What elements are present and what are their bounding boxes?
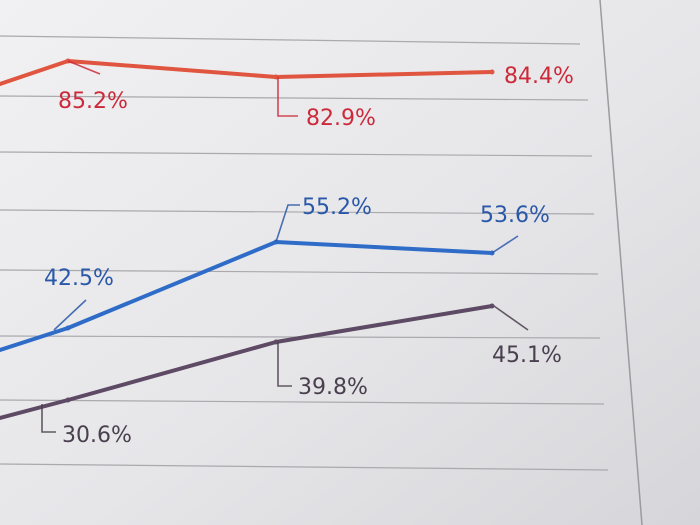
series-2-data-label-2: 55.2% — [302, 195, 372, 220]
series-1-data-label-2: 82.9% — [306, 106, 376, 131]
series-1-line — [0, 59, 494, 86]
gridline-4 — [0, 209, 595, 215]
series-1-leader-1 — [67, 60, 101, 75]
series-1-point-3 — [489, 69, 495, 75]
series-3-point-1 — [65, 397, 71, 403]
gridline-7 — [0, 399, 605, 405]
series-3-data-label-3: 45.1% — [492, 343, 562, 368]
gridline-5 — [0, 269, 599, 275]
gridline-3 — [0, 151, 593, 157]
gridline-8 — [0, 463, 609, 471]
series-1-leader-2 — [277, 77, 298, 117]
series-3-line — [0, 304, 494, 420]
series-2-point-1 — [65, 325, 71, 331]
series-1-data-label-3: 84.4% — [504, 64, 574, 89]
series-2-leader-3 — [491, 235, 519, 254]
series-2-data-label-1: 42.5% — [44, 266, 114, 291]
gridline-2 — [0, 95, 589, 101]
series-2-leader-1 — [53, 299, 87, 331]
gridline-1 — [0, 35, 581, 45]
series-2-line — [0, 240, 494, 352]
series-3-data-label-1: 30.6% — [62, 423, 132, 448]
series-3-data-label-2: 39.8% — [298, 375, 368, 400]
series-2-leader-2 — [275, 204, 300, 243]
series-3-leader-1 — [41, 404, 56, 433]
series-3-leader-3 — [493, 305, 529, 331]
chart-border — [599, 0, 643, 525]
series-1-data-label-1: 85.2% — [58, 89, 128, 114]
series-3-point-3 — [489, 303, 495, 309]
series-2-data-label-3: 53.6% — [480, 203, 550, 228]
series-3-leader-2 — [277, 342, 292, 387]
